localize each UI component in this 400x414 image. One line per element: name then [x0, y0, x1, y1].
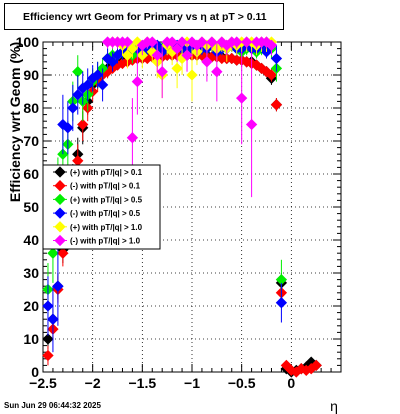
chart-title-box: Efficiency wrt Geom for Primary vs η at …	[4, 3, 284, 30]
data-point	[275, 273, 288, 286]
legend: (+) with pT/|q| > 0.1 (-) with pT/|q| > 0…	[42, 164, 161, 250]
x-tick-label: −1.5	[129, 375, 157, 391]
x-tick-label: 0	[287, 375, 295, 391]
y-tick-label: 70	[23, 133, 39, 149]
x-tick-label: −2	[85, 375, 101, 391]
data-point	[310, 359, 322, 372]
x-axis-label: η	[330, 398, 338, 414]
series-5	[101, 36, 278, 198]
legend-entry: (+) with pT/|q| > 0.1	[70, 168, 143, 177]
legend-entry: (-) with pT/|q| > 0.1	[70, 182, 141, 191]
legend-box	[42, 164, 161, 250]
data-point	[57, 247, 69, 259]
data-point	[231, 36, 243, 48]
data-point	[270, 52, 283, 65]
legend-marker	[54, 234, 66, 247]
legend-entry: (+) with pT/|q| > 1.0	[70, 223, 143, 232]
y-tick-label: 80	[23, 100, 39, 116]
legend-entry: (-) with pT/|q| > 0.5	[70, 209, 141, 218]
chart-title: Efficiency wrt Geom for Primary vs η at …	[23, 11, 267, 23]
data-point	[126, 132, 139, 144]
y-tick-label: 100	[16, 34, 40, 50]
y-tick-label: 0	[31, 364, 39, 380]
data-point	[47, 247, 59, 259]
y-tick-label: 30	[23, 265, 39, 281]
data-point	[42, 333, 54, 345]
y-tick-label: 40	[23, 232, 39, 248]
data-point	[42, 349, 54, 362]
data-point	[240, 36, 253, 48]
data-point	[52, 280, 64, 292]
data-point	[106, 56, 119, 68]
y-tick-label: 90	[23, 67, 39, 83]
y-tick-label: 10	[23, 331, 39, 347]
data-point	[47, 313, 59, 325]
data-point	[201, 56, 213, 68]
data-point	[275, 297, 288, 309]
data-point	[121, 49, 134, 61]
timestamp-footer: Sun Jun 29 06:44:32 2025	[4, 401, 101, 410]
legend-entry: (+) with pT/|q| > 0.5	[70, 195, 143, 204]
y-tick-label: 20	[23, 298, 39, 314]
axis-ticks	[42, 41, 342, 373]
data-point	[151, 49, 163, 61]
legend-marker	[54, 193, 66, 206]
legend-marker	[54, 166, 66, 178]
y-tick-label: 60	[23, 166, 39, 182]
data-point	[265, 39, 278, 51]
y-axis-label: Efficiency wrt Geom (%)	[7, 42, 23, 202]
legend-entry: (-) with pT/|q| > 1.0	[70, 237, 141, 246]
data-point	[176, 36, 188, 48]
data-point	[42, 300, 54, 312]
data-point	[196, 36, 208, 48]
legend-marker	[54, 207, 66, 219]
x-tick-label: −0.5	[228, 375, 256, 391]
legend-marker	[54, 180, 66, 192]
data-point	[181, 49, 193, 61]
data-point	[166, 36, 178, 48]
data-point	[146, 36, 158, 48]
data-point	[171, 42, 183, 55]
legend-marker	[54, 221, 66, 233]
y-tick-label: 50	[23, 199, 39, 215]
data-point	[126, 42, 139, 55]
data-point	[121, 36, 134, 48]
x-tick-label: −2.5	[29, 375, 57, 391]
x-tick-label: −1	[184, 375, 200, 391]
data-point	[206, 36, 218, 48]
